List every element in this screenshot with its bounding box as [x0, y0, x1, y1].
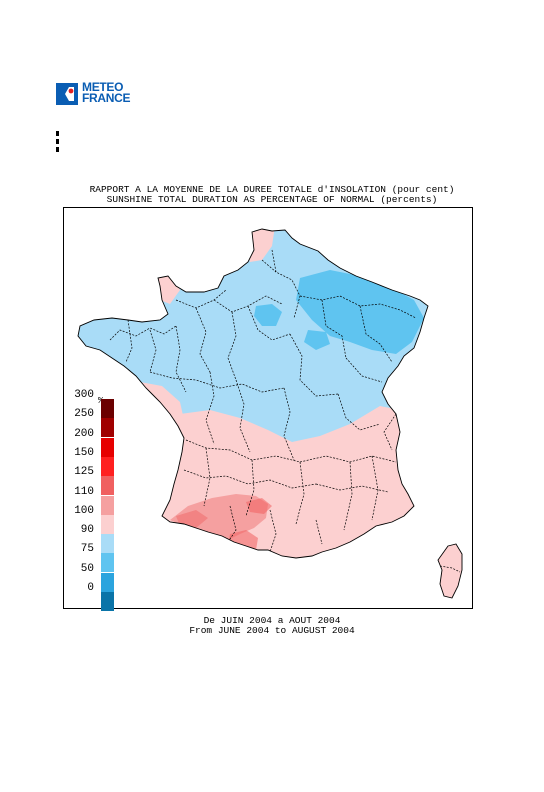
legend-swatch [101, 456, 114, 476]
margin-marks [56, 131, 60, 155]
legend-swatch [101, 514, 114, 534]
france-sunshine-map [77, 228, 463, 599]
legend-label: 125 [74, 466, 94, 479]
legend-swatch [101, 553, 114, 573]
legend-label: 100 [74, 504, 94, 517]
legend-label: 300 [74, 389, 94, 401]
legend-swatch [101, 399, 114, 418]
legend-label: 75 [80, 543, 94, 556]
low-sunshine-zone-paris [254, 304, 282, 326]
logo-wordmark: METEO FRANCE [82, 80, 131, 105]
high-sunshine-zone-1 [246, 498, 272, 514]
legend-label: 250 [74, 408, 94, 421]
period-english: From JUNE 2004 to AUGUST 2004 [189, 625, 355, 636]
department-boundaries [109, 249, 417, 553]
title-french: RAPPORT A LA MOYENNE DE LA DUREE TOTALE … [89, 184, 455, 195]
legend-swatch [101, 534, 114, 554]
legend-label: 50 [80, 562, 94, 575]
legend-swatch [101, 592, 114, 611]
legend-swatch [101, 437, 114, 457]
legend-label: 0 [87, 582, 94, 594]
legend-swatch [101, 495, 114, 515]
above-normal-zone-north [246, 229, 275, 262]
legend-swatch [101, 476, 114, 496]
corsica [437, 543, 463, 599]
high-sunshine-zone-3 [176, 510, 208, 528]
period-french: De JUIN 2004 a AOUT 2004 [203, 615, 341, 626]
title-english: SUNSHINE TOTAL DURATION AS PERCENTAGE OF… [106, 194, 438, 205]
legend-label: 90 [80, 524, 94, 537]
logo-line-2: FRANCE [82, 91, 131, 105]
low-sunshine-zone-east [296, 270, 424, 354]
legend-label: 110 [74, 485, 94, 498]
meteo-france-logo-icon [56, 83, 78, 105]
legend-unit: % [98, 396, 103, 406]
legend-swatch [101, 418, 114, 438]
legend-label: 150 [74, 446, 94, 459]
map-frame [63, 207, 473, 609]
meteo-france-logo: METEO FRANCE [56, 80, 146, 108]
legend-label: 200 [74, 427, 94, 440]
logo-line-1: METEO [82, 80, 124, 94]
legend-swatch [101, 572, 114, 592]
low-sunshine-zone-centre [304, 330, 330, 350]
